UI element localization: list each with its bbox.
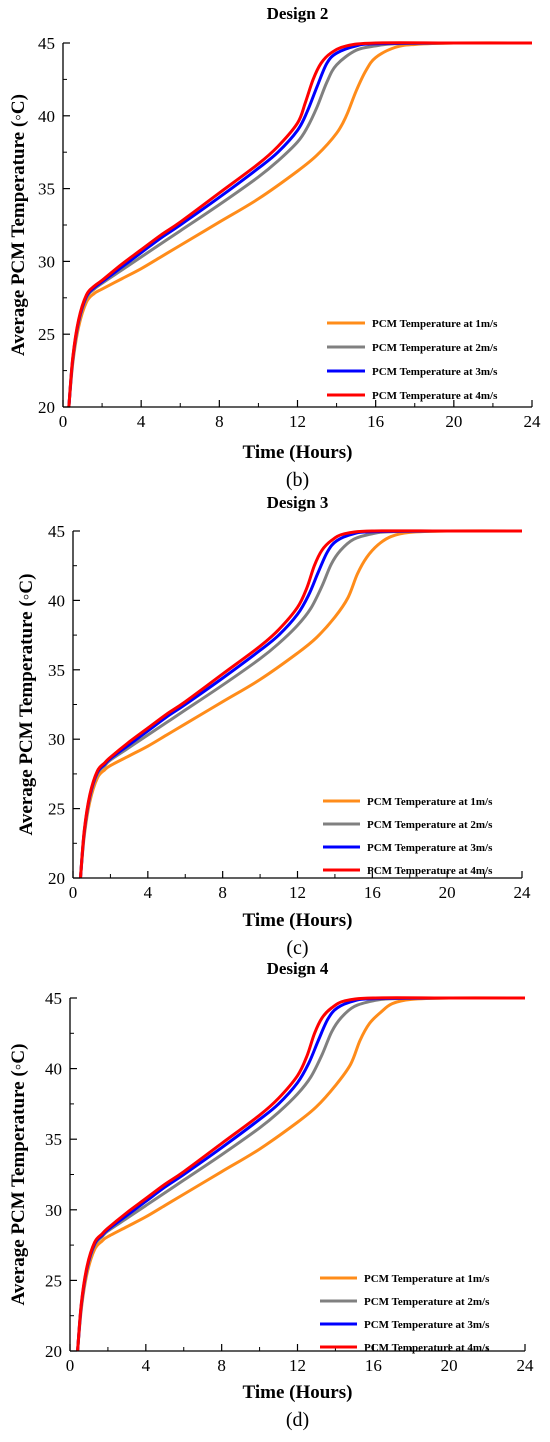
y-tick-label: 20 [38,398,55,417]
legend-label: PCM Temperature at 2m/s [367,819,493,831]
y-tick-label: 40 [38,107,55,126]
x-axis-title: Time (Hours) [243,910,353,931]
series-line-4m-per-s [76,996,525,1351]
x-tick-label: 12 [289,883,306,902]
y-tick-label: 30 [48,730,65,749]
x-tick-label: 16 [367,412,384,431]
x-tick-label: 4 [137,412,146,431]
y-axis-title: Average PCM Temperature (◦C) [8,1044,29,1306]
legend-label: PCM Temperature at 2m/s [372,342,498,354]
chart-panel-2: Design 3 0 4 8 12 16 20 24 20 25 30 35 40 45 Time (Hou… [16,493,531,959]
legend-label: PCM Temperature at 3m/s [364,1319,490,1331]
y-tick-label: 25 [38,325,55,344]
panel-label: (d) [286,1409,309,1431]
x-tick-label: 12 [289,1356,306,1375]
series-line-4m-per-s [78,529,522,878]
series-line-1m-per-s [76,996,525,1351]
series-line-4m-per-s [67,41,532,407]
x-tick-label: 12 [289,412,306,431]
x-tick-label: 24 [524,412,542,431]
y-tick-label: 40 [48,591,65,610]
y-axis-title: Average PCM Temperature (◦C) [16,574,37,836]
y-tick-label: 35 [45,1130,62,1149]
y-tick-label: 35 [38,180,55,199]
legend-label: PCM Temperature at 1m/s [372,318,498,330]
legend-label: PCM Temperature at 4m/s [364,1342,490,1354]
y-tick-label: 45 [45,989,62,1008]
x-tick-label: 8 [218,883,227,902]
chart-title: Design 2 [267,4,329,23]
y-tick-label: 25 [45,1271,62,1290]
y-tick-label: 20 [48,869,65,888]
x-tick-label: 24 [514,883,532,902]
chart-title: Design 3 [267,493,329,512]
legend: PCM Temperature at 1m/s PCM Temperature a… [323,796,493,877]
chart-panel-1: Design 2 0 4 8 12 16 20 24 20 25 30 35 40 45 Time (Hou… [8,4,541,491]
panel-label: (c) [286,937,308,959]
legend-label: PCM Temperature at 1m/s [364,1273,490,1285]
x-tick-label: 0 [69,883,78,902]
y-tick-label: 35 [48,661,65,680]
legend-label: PCM Temperature at 2m/s [364,1296,490,1308]
y-axis-title: Average PCM Temperature (◦C) [8,94,29,356]
x-tick-label: 20 [441,1356,458,1375]
x-axis-title: Time (Hours) [243,1382,353,1403]
x-tick-label: 8 [217,1356,226,1375]
y-tick-label: 45 [48,522,65,541]
x-tick-label: 20 [445,412,462,431]
x-tick-label: 4 [144,883,153,902]
x-axis-title: Time (Hours) [243,442,353,463]
y-tick-label: 40 [45,1060,62,1079]
x-tick-label: 8 [215,412,224,431]
x-tick-label: 16 [365,1356,382,1375]
x-tick-label: 20 [439,883,456,902]
chart-panel-3: Design 4 0 4 8 12 16 20 24 20 25 30 35 40 45 Time (Hou… [8,959,534,1431]
legend-label: PCM Temperature at 4m/s [367,865,493,877]
x-tick-label: 4 [142,1356,151,1375]
series-line-1m-per-s [78,529,522,878]
x-tick-label: 24 [517,1356,535,1375]
panel-label: (b) [286,469,309,491]
legend: PCM Temperature at 1m/s PCM Temperature a… [320,1273,490,1354]
legend-label: PCM Temperature at 3m/s [372,366,498,378]
legend: PCM Temperature at 1m/s PCM Temperature a… [327,318,498,402]
legend-label: PCM Temperature at 3m/s [367,842,493,854]
y-tick-label: 25 [48,800,65,819]
legend-label: PCM Temperature at 4m/s [372,390,498,402]
y-tick-label: 20 [45,1342,62,1361]
series-line-1m-per-s [67,41,532,407]
chart-title: Design 4 [267,959,329,978]
x-tick-label: 16 [364,883,381,902]
y-tick-label: 45 [38,34,55,53]
legend-label: PCM Temperature at 1m/s [367,796,493,808]
x-tick-label: 0 [59,412,68,431]
y-tick-label: 30 [45,1201,62,1220]
x-tick-label: 0 [66,1356,75,1375]
y-tick-label: 30 [38,252,55,271]
